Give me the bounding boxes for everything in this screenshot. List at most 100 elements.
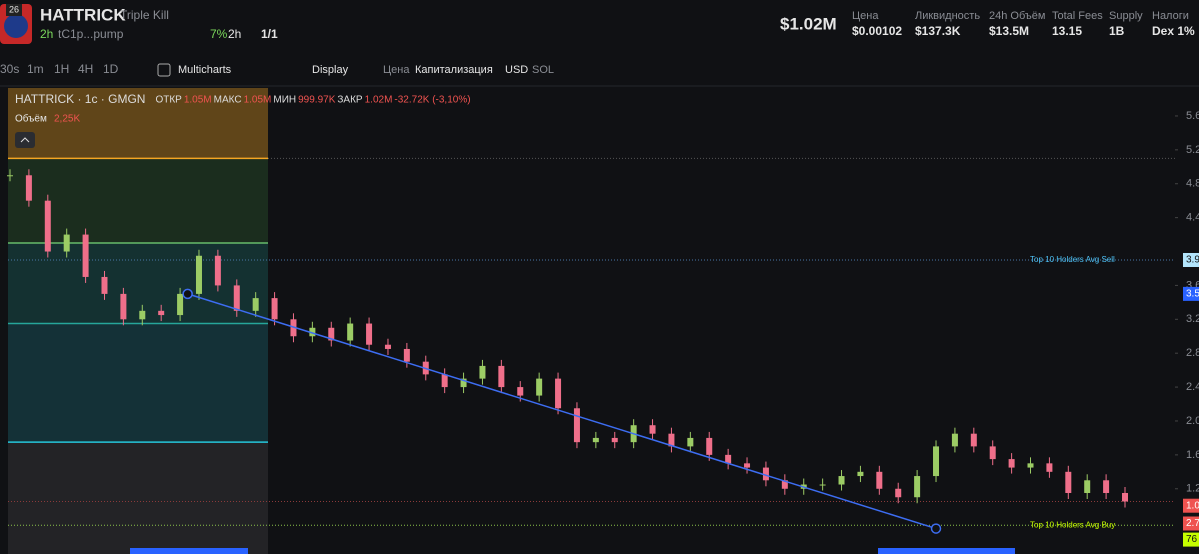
price-marker-label: 3.9 [1186, 255, 1199, 266]
candle [347, 323, 354, 341]
candle [914, 476, 921, 498]
candle [951, 433, 958, 447]
legend-open: 1.05M [184, 95, 212, 106]
candle [82, 234, 89, 277]
price-marker [1183, 286, 1199, 301]
holders-change: 7% [210, 27, 228, 41]
candle [233, 285, 240, 311]
candle [1065, 471, 1072, 493]
legend-low: 999.97K [298, 95, 336, 106]
candle [895, 488, 902, 498]
candle [1008, 459, 1015, 468]
price-toggle[interactable]: Цена [383, 64, 410, 76]
interval[interactable]: 1D [103, 62, 119, 76]
candle [517, 387, 524, 396]
candle [460, 378, 467, 388]
avatar-icon [4, 14, 28, 38]
legend-symbol: HATTRICK · 1с · GMGN [15, 92, 145, 106]
address: tC1p...pump [58, 27, 124, 41]
token-name: Triple Kill [120, 8, 169, 22]
candle [781, 480, 788, 489]
price-marker-label: 2.7 [1186, 518, 1199, 529]
candle [195, 255, 202, 294]
sol-toggle[interactable]: SOL [532, 64, 554, 76]
legend-high-label: МАКС [214, 95, 242, 106]
candle [592, 437, 599, 443]
candle [309, 327, 316, 337]
zone [8, 88, 268, 159]
candle [63, 234, 70, 252]
badge-bg [6, 4, 22, 16]
ticker: HATTRICK [40, 5, 126, 24]
price-marker-label: 76 [1186, 534, 1198, 545]
volume-value: 2,25K [54, 114, 80, 125]
cap-toggle[interactable]: Капитализация [415, 64, 493, 76]
candle [44, 200, 51, 252]
price-marker [1183, 516, 1199, 531]
counts: 1/1 [261, 27, 278, 41]
candle [1027, 463, 1034, 468]
candle [1103, 480, 1110, 493]
price-marker [1183, 252, 1199, 267]
interval[interactable]: 1m [27, 62, 44, 76]
candle [555, 378, 562, 409]
candle [876, 471, 883, 489]
legend-low-label: МИН [273, 95, 296, 106]
candle [1122, 492, 1128, 502]
stat-label: Цена [852, 10, 879, 22]
age: 2h [40, 27, 53, 41]
interval[interactable]: 30s [0, 62, 19, 76]
scroll-bar [130, 548, 248, 554]
annotation-label: Top 10 Holders Avg Sell [1030, 255, 1115, 264]
candle [725, 454, 732, 464]
candle [177, 293, 184, 316]
stat-label: 24h Объём [989, 10, 1045, 22]
interval[interactable]: 4H [78, 62, 93, 76]
candle [366, 323, 373, 345]
candle [573, 408, 580, 443]
price-marker-label: 3.5 [1186, 289, 1199, 300]
collapse-button[interactable] [15, 132, 35, 148]
y-tick-label: 2.0 [1186, 415, 1199, 427]
legend-close: 1.02M [365, 95, 393, 106]
stat-value: $137.3K [915, 24, 961, 38]
candle [403, 348, 410, 362]
candle [1046, 463, 1053, 472]
candle [536, 378, 543, 396]
legend-open-label: ОТКР [155, 95, 182, 106]
candle [857, 471, 864, 477]
candle [271, 298, 278, 320]
y-tick-label: 3.2 [1186, 313, 1199, 325]
zone [8, 243, 268, 324]
stat-value: 1B [1109, 24, 1125, 38]
candle [441, 374, 448, 388]
candle [762, 467, 769, 481]
candle [498, 365, 505, 388]
y-tick-label: 1.6 [1186, 449, 1199, 461]
candle [668, 433, 675, 447]
candle [611, 437, 618, 443]
interval[interactable]: 1H [54, 62, 69, 76]
legend-change: -32.72K (-3,10%) [394, 95, 470, 106]
multicharts[interactable]: Multicharts [178, 64, 232, 76]
display[interactable]: Display [312, 64, 349, 76]
stat-value: 13.15 [1052, 24, 1082, 38]
usd-toggle[interactable]: USD [505, 64, 528, 76]
candle [838, 476, 845, 485]
zone [8, 158, 268, 244]
trendline-handle [182, 288, 193, 300]
candle [252, 298, 259, 311]
stat-value: $13.5M [989, 24, 1029, 38]
y-tick-label: 1.2 [1186, 483, 1199, 495]
price-marker-label: 1.0 [1186, 500, 1199, 511]
candle [479, 365, 486, 379]
candle [25, 175, 32, 201]
checkbox[interactable] [157, 63, 171, 77]
candle [819, 484, 826, 486]
y-tick-label: 5.2 [1186, 144, 1199, 156]
volume-label: Объём [15, 113, 47, 125]
candle [706, 437, 713, 455]
y-tick-label: 4.8 [1186, 178, 1199, 190]
candle [649, 425, 656, 434]
price-marker [1183, 498, 1199, 513]
